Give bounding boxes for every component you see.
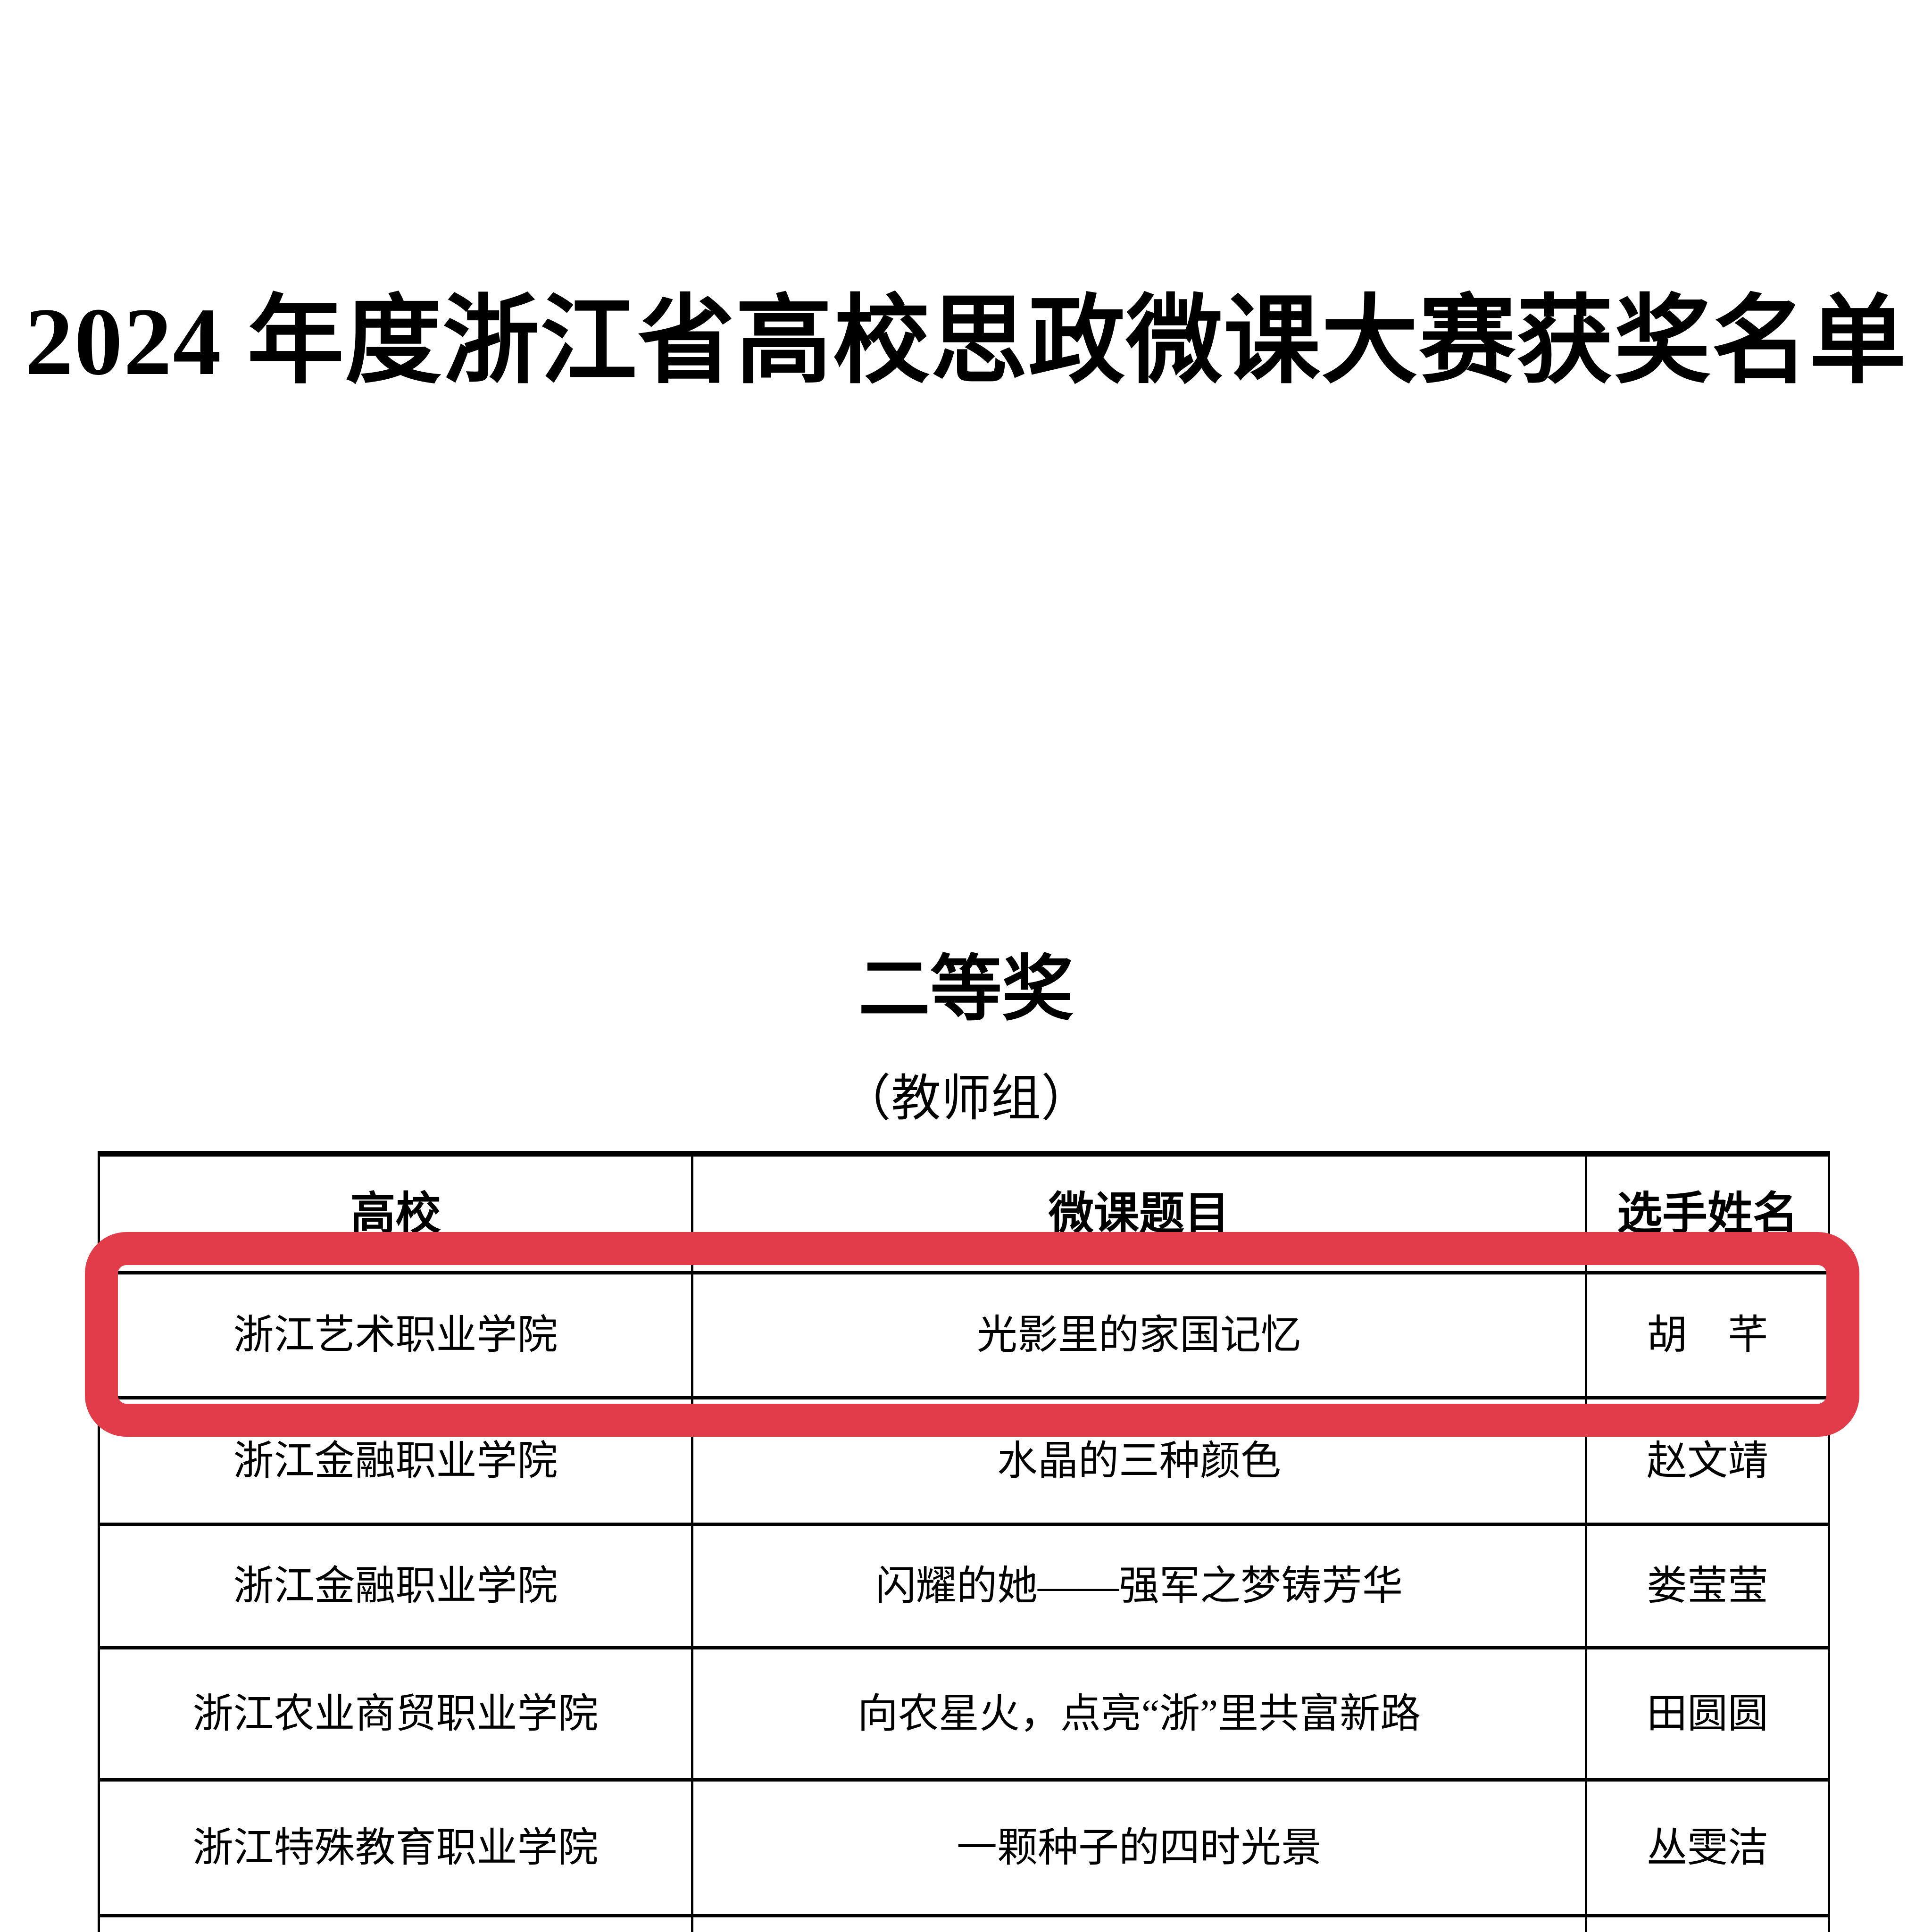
awards-table: 高校 微课题目 选手姓名 浙江艺术职业学院 光影里的家国记忆 胡 芊 浙江金融职… xyxy=(98,1151,1830,1932)
cell-contestant-name: 娄莹莹 xyxy=(1587,1526,1828,1649)
cell-school: 浙江特殊教育职业学院 xyxy=(100,1782,693,1917)
cell-course-title: 一颗种子的四时光景 xyxy=(693,1782,1587,1917)
cell-contestant-name: 赵文靖 xyxy=(1587,1399,1828,1526)
cell-empty xyxy=(693,1917,1587,1932)
header-contestant-name: 选手姓名 xyxy=(1587,1157,1828,1274)
cell-school: 浙江艺术职业学院 xyxy=(100,1274,693,1399)
group-subheading: （教师组） xyxy=(841,1071,1091,1126)
award-level-heading: 二等奖 xyxy=(858,950,1074,1029)
cell-course-title: 光影里的家国记忆 xyxy=(693,1274,1587,1399)
cell-contestant-name: 丛雯洁 xyxy=(1587,1782,1828,1917)
cell-contestant-name: 田圆圆 xyxy=(1587,1649,1828,1782)
cell-school: 浙江金融职业学院 xyxy=(100,1526,693,1649)
cell-school: 浙江金融职业学院 xyxy=(100,1399,693,1526)
cell-course-title: 闪耀的她——强军之梦铸芳华 xyxy=(693,1526,1587,1649)
page-title: 2024 年度浙江省高校思政微课大赛获奖名单 xyxy=(25,288,1907,395)
cell-empty xyxy=(100,1917,693,1932)
header-school: 高校 xyxy=(100,1157,693,1274)
cell-empty xyxy=(1587,1917,1828,1932)
cell-course-title: 水晶的三种颜色 xyxy=(693,1399,1587,1526)
cell-contestant-name: 胡 芊 xyxy=(1587,1274,1828,1399)
cell-school: 浙江农业商贸职业学院 xyxy=(100,1649,693,1782)
cell-course-title: 向农星火，点亮“浙”里共富新路 xyxy=(693,1649,1587,1782)
header-course-title: 微课题目 xyxy=(693,1157,1587,1274)
